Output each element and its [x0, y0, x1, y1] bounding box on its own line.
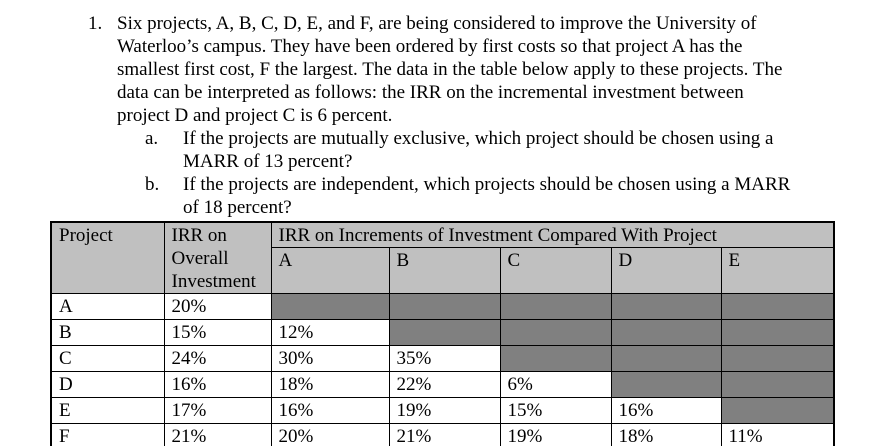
project-cell: E — [50, 397, 165, 424]
increment-irr-cell: 35% — [388, 345, 501, 372]
blocked-cell — [610, 319, 722, 346]
sub-question-a-label: a. — [145, 128, 159, 149]
increment-irr-cell: 21% — [388, 423, 501, 446]
text-line: of 18 percent? — [183, 197, 292, 218]
text-line: project D and project C is 6 percent. — [117, 105, 393, 126]
table-row: E 17% 16% 19% 15% 16% — [50, 397, 835, 424]
project-cell: B — [50, 319, 165, 346]
text-line: MARR of 13 percent? — [183, 151, 353, 172]
blocked-cell — [610, 345, 722, 372]
problem-text: Six projects, A, B, C, D, E, and F, are … — [117, 12, 782, 127]
table-row: F 21% 20% 21% 19% 18% 11% — [50, 423, 835, 446]
header-increments-title: IRR on Increments of Investment Compared… — [270, 221, 835, 248]
blocked-cell — [499, 319, 612, 346]
text-line: If the projects are mutually exclusive, … — [183, 128, 774, 149]
overall-irr-cell: 17% — [163, 397, 272, 424]
header-increment-col-b: B — [388, 247, 501, 294]
irr-table-body: A 20% B 15% 12% C 24% 30% 35% D 16% 18% 22% 6% E 17% 16%… — [50, 293, 835, 446]
table-row: D 16% 18% 22% 6% — [50, 371, 835, 398]
increment-irr-cell: 30% — [270, 345, 390, 372]
increment-irr-cell: 11% — [720, 423, 835, 446]
blocked-cell — [610, 371, 722, 398]
increment-irr-cell: 16% — [270, 397, 390, 424]
irr-table: Project IRR on Overall Investment IRR on… — [50, 221, 836, 446]
problem-statement: 1. Six projects, A, B, C, D, E, and F, a… — [88, 12, 782, 127]
blocked-cell — [720, 345, 835, 372]
header-increment-col-c: C — [499, 247, 612, 294]
blocked-cell — [388, 319, 501, 346]
increment-irr-cell: 19% — [499, 423, 612, 446]
increment-irr-cell: 16% — [610, 397, 722, 424]
increment-irr-cell: 15% — [499, 397, 612, 424]
table-row: A 20% — [50, 293, 835, 320]
increment-irr-cell: 6% — [499, 371, 612, 398]
overall-irr-cell: 16% — [163, 371, 272, 398]
blocked-cell — [610, 293, 722, 320]
project-cell: A — [50, 293, 165, 320]
table-header-row-1: Project IRR on Overall Investment IRR on… — [50, 221, 835, 294]
increment-irr-cell: 20% — [270, 423, 390, 446]
blocked-cell — [499, 293, 612, 320]
header-increment-col-a: A — [270, 247, 390, 294]
table-row: B 15% 12% — [50, 319, 835, 346]
sub-question-b-label: b. — [145, 174, 160, 195]
text-line: Six projects, A, B, C, D, E, and F, are … — [117, 13, 757, 34]
header-increment-col-e: E — [720, 247, 835, 294]
increment-irr-cell: 22% — [388, 371, 501, 398]
sub-question-a: a. If the projects are mutually exclusiv… — [145, 127, 773, 173]
overall-irr-cell: 21% — [163, 423, 272, 446]
project-cell: D — [50, 371, 165, 398]
overall-irr-cell: 20% — [163, 293, 272, 320]
blocked-cell — [720, 371, 835, 398]
sub-question-b-text: If the projects are independent, which p… — [183, 173, 790, 219]
header-overall-irr: IRR on Overall Investment — [163, 221, 272, 294]
table-header-row-2: A B C D E — [51, 247, 835, 294]
increment-irr-cell: 12% — [270, 319, 390, 346]
increment-irr-cell: 18% — [610, 423, 722, 446]
blocked-cell — [720, 293, 835, 320]
project-cell: F — [50, 423, 165, 446]
header-project: Project — [50, 221, 165, 294]
text-line: data can be interpreted as follows: the … — [117, 82, 744, 103]
overall-irr-cell: 15% — [163, 319, 272, 346]
blocked-cell — [388, 293, 501, 320]
sub-question-a-text: If the projects are mutually exclusive, … — [183, 127, 773, 173]
blocked-cell — [720, 319, 835, 346]
blocked-cell — [499, 345, 612, 372]
table-row: C 24% 30% 35% — [50, 345, 835, 372]
text-line: smallest first cost, F the largest. The … — [117, 59, 783, 80]
text-line: Waterloo’s campus. They have been ordere… — [117, 36, 743, 57]
project-cell: C — [50, 345, 165, 372]
text-line: If the projects are independent, which p… — [183, 174, 791, 195]
blocked-cell — [270, 293, 390, 320]
header-increment-col-d: D — [610, 247, 722, 294]
sub-question-b: b. If the projects are independent, whic… — [145, 173, 790, 219]
increment-irr-cell: 18% — [270, 371, 390, 398]
overall-irr-cell: 24% — [163, 345, 272, 372]
increment-irr-cell: 19% — [388, 397, 501, 424]
problem-number: 1. — [88, 13, 103, 34]
blocked-cell — [720, 397, 835, 424]
